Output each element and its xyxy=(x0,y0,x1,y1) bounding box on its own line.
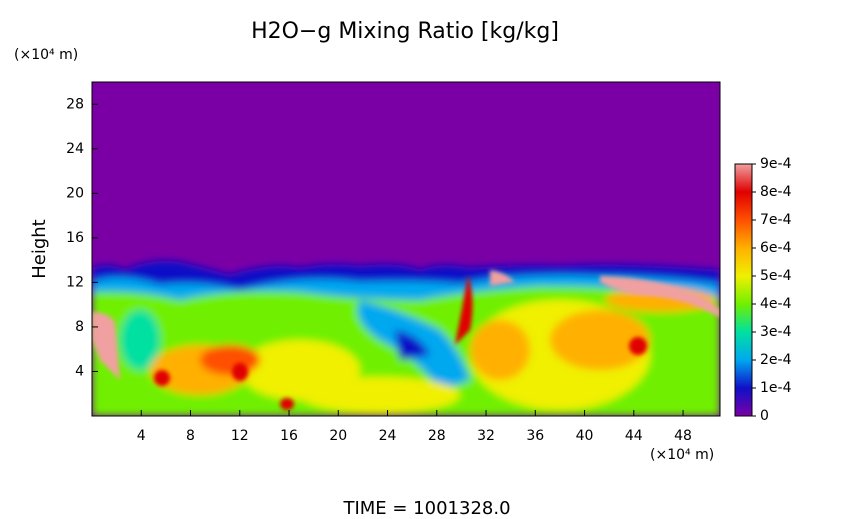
plot-frame xyxy=(91,81,721,417)
chart-title: H2O−g Mixing Ratio [kg/kg] xyxy=(251,19,559,44)
x-unit: (×10⁴ m) xyxy=(650,447,714,463)
x-tick-label: 20 xyxy=(329,428,347,444)
colorbar-tick-label: 5e-4 xyxy=(760,268,792,284)
colorbar-tick-label: 4e-4 xyxy=(760,296,792,312)
y-tick-label: 4 xyxy=(75,363,84,379)
field xyxy=(92,82,720,416)
y-tick-label: 24 xyxy=(66,141,84,157)
x-tick-label: 44 xyxy=(625,428,643,444)
x-tick-label: 8 xyxy=(186,428,195,444)
colorbar xyxy=(734,163,753,417)
y-tick-label: 16 xyxy=(66,230,84,246)
colorbar-tick-label: 7e-4 xyxy=(760,212,792,228)
x-tick-label: 48 xyxy=(674,428,692,444)
x-tick-label: 12 xyxy=(231,428,249,444)
x-tick-label: 36 xyxy=(526,428,544,444)
colorbar-tick-label: 2e-4 xyxy=(760,352,792,368)
x-tick-label: 28 xyxy=(428,428,446,444)
y-axis-label: Height xyxy=(29,219,50,279)
y-tick-label: 28 xyxy=(66,96,84,112)
x-tick-label: 40 xyxy=(576,428,594,444)
colorbar-tick-label: 3e-4 xyxy=(760,324,792,340)
colorbar-tick-label: 6e-4 xyxy=(760,240,792,256)
x-tick-label: 4 xyxy=(137,428,146,444)
x-tick-label: 24 xyxy=(379,428,397,444)
y-tick-label: 20 xyxy=(66,185,84,201)
y-tick-label: 8 xyxy=(75,319,84,335)
colorbar-tick-label: 1e-4 xyxy=(760,380,792,396)
colorbar-tick-label: 9e-4 xyxy=(760,156,792,172)
colorbar-tick-label: 0 xyxy=(760,408,769,424)
colorbar-tick-label: 8e-4 xyxy=(760,184,792,200)
x-tick-label: 32 xyxy=(477,428,495,444)
y-tick-label: 12 xyxy=(66,274,84,290)
time-label: TIME = 1001328.0 xyxy=(342,498,510,519)
x-tick-label: 16 xyxy=(280,428,298,444)
y-unit: (×10⁴ m) xyxy=(14,47,78,63)
